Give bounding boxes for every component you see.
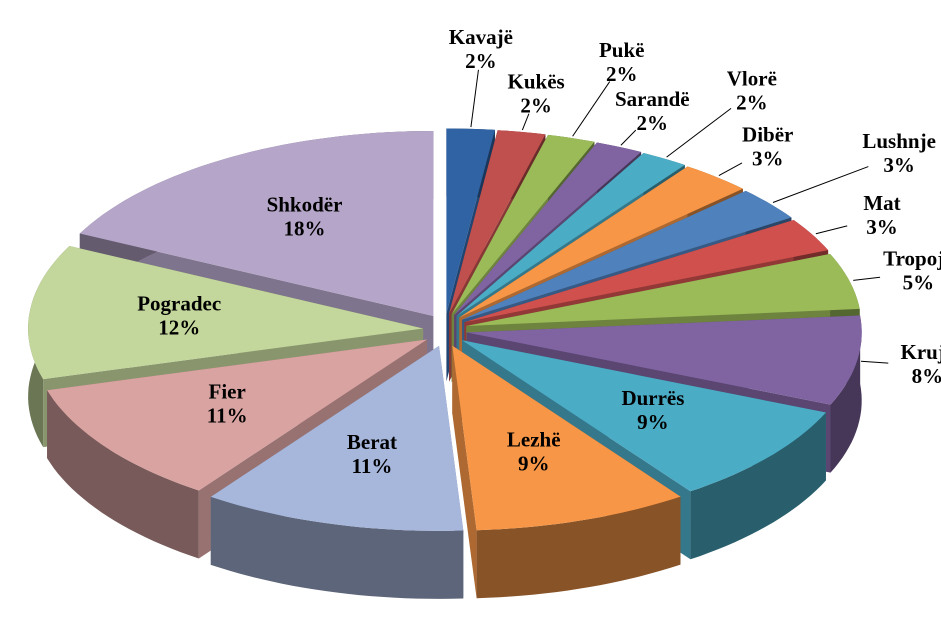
slice-side xyxy=(210,496,464,599)
slice-label: Tropojë xyxy=(883,247,941,271)
slice xyxy=(466,253,860,326)
slice-value-label: 11% xyxy=(352,454,393,478)
leader-line xyxy=(718,162,743,177)
slice-side xyxy=(476,496,681,599)
leader-line xyxy=(860,360,889,364)
slice xyxy=(28,246,424,380)
slice-side xyxy=(830,315,862,473)
slice-value-label: 2% xyxy=(606,62,638,86)
slice-label: Dibër xyxy=(742,123,793,147)
slice xyxy=(452,345,681,531)
slice xyxy=(47,339,427,491)
slice-label: Vlorë xyxy=(727,66,777,90)
slice-value-label: 18% xyxy=(283,216,325,240)
slice-value-label: 3% xyxy=(866,215,898,239)
slice xyxy=(451,134,595,315)
slice xyxy=(459,166,743,318)
slice xyxy=(79,131,434,316)
leader-line xyxy=(815,225,848,235)
slice-label: Krujë xyxy=(900,340,941,364)
slice-value-label: 11% xyxy=(207,404,248,428)
leader-line xyxy=(772,166,869,203)
leader-line xyxy=(666,107,732,158)
slice-label: Durrës xyxy=(621,386,684,410)
slice-label: Kukës xyxy=(508,69,565,93)
slice-label: Pukë xyxy=(599,38,645,62)
slice-label: Shkodër xyxy=(267,192,343,216)
slice-label: Sarandë xyxy=(615,87,690,111)
slice-value-label: 2% xyxy=(520,93,552,117)
slice-value-label: 8% xyxy=(912,364,941,388)
slice xyxy=(462,190,792,320)
slice-value-label: 9% xyxy=(637,410,669,434)
slice xyxy=(454,142,642,315)
slice-label: Pogradec xyxy=(137,292,221,316)
slice-label: Fier xyxy=(209,380,246,404)
slice-value-label: 9% xyxy=(518,452,550,476)
slice xyxy=(446,128,495,314)
slice-side xyxy=(452,345,477,599)
slice xyxy=(464,220,829,323)
slice-label: Lezhë xyxy=(507,428,561,452)
slice-value-label: 5% xyxy=(903,271,935,295)
slice-value-label: 2% xyxy=(465,49,497,73)
slice-value-label: 2% xyxy=(637,111,669,135)
slice xyxy=(449,130,546,314)
slice xyxy=(462,340,826,492)
slice-label: Berat xyxy=(347,430,397,454)
leader-line xyxy=(620,129,637,146)
slice-value-label: 2% xyxy=(736,90,768,114)
leader-line xyxy=(470,69,479,128)
slice xyxy=(210,345,464,531)
slice-label: Lushnje xyxy=(862,129,936,153)
slice xyxy=(466,315,862,405)
slice-side xyxy=(47,390,199,559)
slice-value-label: 3% xyxy=(883,153,915,177)
slice xyxy=(456,153,685,316)
leader-line xyxy=(572,81,611,137)
leader-line xyxy=(853,276,881,281)
slice-label: Mat xyxy=(863,191,900,215)
slice-side xyxy=(690,412,826,560)
slice-value-label: 12% xyxy=(158,316,200,340)
slice-label: Kavajë xyxy=(449,25,513,49)
slice-value-label: 3% xyxy=(752,147,784,171)
leader-line xyxy=(521,113,530,131)
